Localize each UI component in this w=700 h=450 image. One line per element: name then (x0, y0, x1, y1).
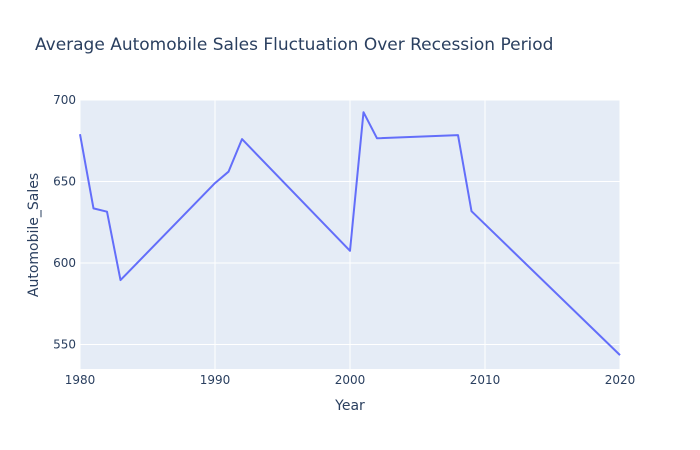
x-tick-label: 1980 (65, 373, 96, 387)
y-tick-label: 550 (53, 338, 76, 352)
x-gridlines (79, 100, 621, 369)
x-tick-label: 2000 (335, 373, 366, 387)
x-tick-labels: 1980 1990 2000 2010 2020 (65, 373, 636, 387)
series-line (79, 111, 621, 356)
y-tick-label: 650 (53, 175, 76, 189)
y-tick-labels: 550 600 650 700 (53, 93, 76, 352)
y-axis-title: Automobile_Sales (26, 173, 42, 297)
x-tick-label: 1990 (200, 373, 231, 387)
series-layer (79, 111, 621, 356)
x-tick-label: 2020 (605, 373, 636, 387)
x-axis-title: Year (334, 398, 365, 414)
y-tick-label: 600 (53, 256, 76, 270)
chart-title: Average Automobile Sales Fluctuation Ove… (35, 35, 553, 55)
y-tick-label: 700 (53, 93, 76, 107)
x-tick-label: 2010 (470, 373, 501, 387)
